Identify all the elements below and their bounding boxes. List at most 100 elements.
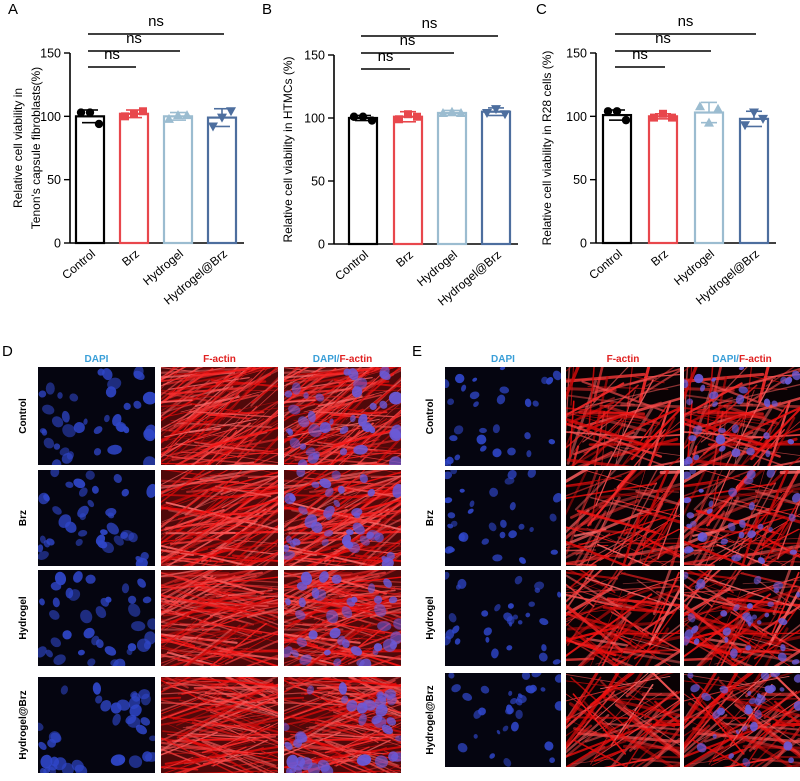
column-header-part: DAPI [85, 354, 109, 365]
y-tick-label: 100 [304, 112, 325, 126]
row-label: Control [425, 399, 436, 435]
row-label: Hydrogel [18, 596, 29, 640]
data-point [130, 110, 138, 118]
data-point [713, 104, 723, 113]
category-label: Brz [648, 247, 671, 269]
micrograph [34, 570, 161, 675]
bar [76, 116, 104, 243]
data-point [350, 113, 358, 121]
row-label: Brz [18, 510, 29, 526]
chart-b: B 0 50 100 150 Relative cell viability in HTM… [262, 1, 518, 309]
micrograph [33, 677, 159, 776]
significance-label: ns [400, 32, 416, 49]
y-tick-label: 150 [566, 47, 587, 61]
column-header: F-actin [203, 354, 236, 365]
bar [164, 116, 192, 243]
column-header: DAPI [491, 354, 515, 365]
data-point [77, 108, 85, 116]
micrograph [445, 668, 565, 768]
significance-label: ns [632, 46, 648, 63]
column-header: DAPI [85, 354, 109, 365]
data-point [613, 107, 621, 115]
y-tick-label: 100 [566, 110, 587, 124]
y-tick-label: 150 [304, 49, 325, 63]
column-header-part: DAPI [712, 354, 736, 365]
data-point [86, 108, 94, 116]
y-tick-label: 100 [40, 110, 61, 124]
significance-label: ns [148, 13, 164, 30]
column-header-part: F-actin [607, 354, 640, 365]
significance-label: ns [422, 15, 438, 32]
nucleus [46, 382, 55, 394]
data-point [359, 113, 367, 121]
data-point [226, 107, 236, 116]
bar [695, 113, 723, 243]
category-label: Brz [393, 248, 416, 270]
data-point [659, 110, 667, 118]
bar [394, 117, 422, 244]
y-tick-label: 0 [318, 238, 325, 252]
bar [740, 119, 768, 243]
significance-label: ns [104, 46, 120, 63]
nucleus [292, 382, 301, 394]
actin-fiber [656, 757, 687, 758]
actin-fiber [362, 734, 400, 735]
data-point [139, 107, 147, 115]
column-header-part: DAPI [313, 354, 337, 365]
micrograph [442, 467, 564, 566]
significance-label: ns [378, 48, 394, 65]
column-header-part: F-actin [339, 354, 372, 365]
data-point [368, 116, 376, 124]
y-tick-label: 50 [311, 175, 325, 189]
data-point [182, 110, 192, 119]
bar [120, 114, 148, 243]
data-point [650, 114, 658, 122]
actin-fiber [739, 543, 800, 544]
category-label: Control [59, 247, 98, 283]
y-axis-label: Relative cell viability in R28 cells (%) [540, 51, 554, 246]
significance-label: ns [655, 30, 671, 47]
row-label: Hydrogel@Brz [425, 685, 436, 754]
y-axis-label: Relative cell viability in HTMCs (%) [281, 56, 295, 242]
category-label: Control [586, 247, 625, 283]
y-tick-label: 0 [54, 237, 61, 251]
micrograph [38, 364, 158, 470]
actin-fiber [318, 687, 401, 688]
micrograph [441, 366, 563, 470]
column-header-part: F-actin [739, 354, 772, 365]
column-header-part: DAPI [491, 354, 515, 365]
y-axis-label: Relative cell viability in [11, 88, 25, 208]
micrograph-background [445, 673, 561, 767]
y-tick-label: 150 [40, 47, 61, 61]
y-tick-label: 50 [47, 173, 61, 187]
significance-label: ns [678, 13, 694, 30]
row-label: Control [18, 398, 29, 434]
bar [649, 116, 677, 243]
column-header: DAPI/F-actin [712, 354, 771, 365]
bar [349, 118, 377, 244]
data-point [95, 120, 103, 128]
category-label: Control [332, 248, 371, 284]
panel-label: B [262, 1, 272, 18]
bar [603, 115, 631, 243]
panel-label: E [412, 343, 422, 360]
panel-label: D [2, 343, 13, 360]
data-point [749, 109, 759, 118]
micrograph [441, 570, 562, 666]
category-label: Brz [119, 247, 142, 269]
bar [482, 112, 510, 244]
data-point [121, 112, 129, 120]
column-header: F-actin [607, 354, 640, 365]
row-label: Brz [425, 510, 436, 526]
actin-fiber [239, 734, 277, 735]
data-point [668, 114, 676, 122]
data-point [413, 113, 421, 121]
significance-label: ns [126, 30, 142, 47]
actin-fiber [781, 472, 800, 473]
y-tick-label: 50 [573, 173, 587, 187]
